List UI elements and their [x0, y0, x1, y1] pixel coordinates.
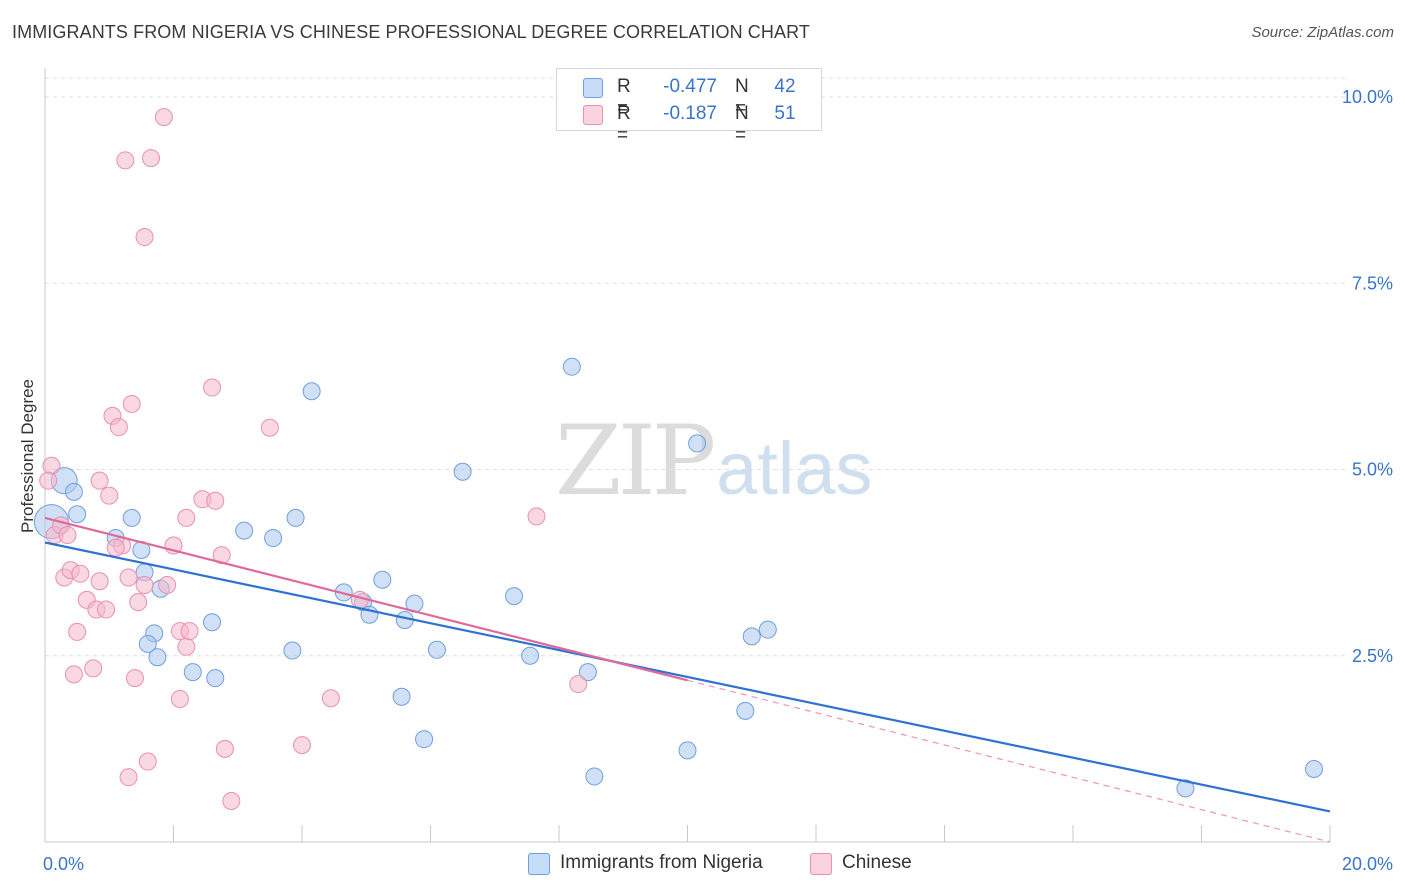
chinese-point	[215, 739, 234, 758]
chinese-point	[142, 149, 161, 168]
nigeria-point	[736, 701, 755, 720]
chinese-point	[90, 572, 109, 591]
watermark: ZIPatlas	[555, 405, 873, 517]
nigeria-point	[585, 767, 604, 786]
nigeria-point	[453, 462, 472, 481]
nigeria-point	[415, 730, 434, 749]
nigeria-point	[203, 613, 222, 632]
bottom-legend-label-nigeria: Immigrants from Nigeria	[560, 852, 763, 873]
nigeria-point	[678, 741, 697, 760]
nigeria-point	[68, 505, 87, 524]
y-tick-label: 7.5%	[1352, 273, 1393, 293]
chinese-point	[177, 508, 196, 527]
nigeria-point	[505, 587, 524, 606]
chinese-point	[138, 752, 157, 771]
chinese-point	[135, 228, 154, 247]
chinese-point	[100, 486, 119, 505]
correlation-legend: R = -0.477 N = 42 R = -0.187 N = 51	[556, 68, 822, 146]
chinese-point	[42, 456, 61, 475]
chinese-point	[180, 622, 199, 641]
nigeria-point	[427, 640, 446, 659]
nigeria-point	[283, 641, 302, 660]
chinese-point	[527, 507, 546, 526]
y-tick-label: 5.0%	[1352, 460, 1393, 480]
chart-title: IMMIGRANTS FROM NIGERIA VS CHINESE PROFE…	[12, 22, 810, 42]
chinese-point	[206, 491, 225, 510]
y-tick-label: 2.5%	[1352, 646, 1393, 666]
chinese-point	[106, 538, 125, 557]
nigeria-point	[578, 663, 597, 682]
chinese-point	[58, 526, 77, 545]
nigeria-trend-line	[44, 541, 1331, 813]
chinese-point	[97, 600, 116, 619]
legend-swatch-chinese	[583, 105, 603, 125]
nigeria-point	[286, 508, 305, 527]
chinese-point	[90, 471, 109, 490]
nigeria-point	[742, 627, 761, 646]
chinese-point	[154, 108, 173, 127]
legend-r-label: R =	[617, 76, 631, 119]
chinese-point	[260, 418, 279, 437]
nigeria-point	[1176, 779, 1195, 798]
chinese-point	[64, 665, 83, 684]
chinese-point	[84, 659, 103, 678]
bottom-legend-swatch-nigeria	[528, 853, 550, 875]
nigeria-point	[122, 508, 141, 527]
chinese-point	[109, 418, 128, 437]
x-tick-label: 20.0%	[1342, 854, 1393, 874]
nigeria-point	[302, 382, 321, 401]
chinese-point	[203, 378, 222, 397]
nigeria-point	[183, 663, 202, 682]
chinese-point	[222, 792, 241, 811]
nigeria-point	[264, 529, 283, 548]
legend-n-label: N =	[735, 103, 749, 146]
chinese-point	[170, 689, 189, 708]
chinese-point	[321, 689, 340, 708]
nigeria-point	[373, 570, 392, 589]
x-tick-label: 0.0%	[43, 854, 84, 874]
chinese-trend-extension	[687, 679, 1331, 843]
legend-swatch-nigeria	[583, 78, 603, 98]
nigeria-point	[235, 521, 254, 540]
nigeria-point	[562, 357, 581, 376]
bottom-legend-swatch-chinese	[810, 853, 832, 875]
legend-r-value: -0.187	[663, 103, 717, 124]
chinese-point	[158, 575, 177, 594]
legend-n-value: 42	[774, 76, 796, 97]
chinese-point	[68, 622, 87, 641]
chinese-point	[119, 568, 138, 587]
chinese-point	[71, 564, 90, 583]
chinese-point	[116, 151, 135, 170]
legend-r-value: -0.477	[663, 76, 717, 97]
chinese-trend-line	[44, 516, 688, 682]
nigeria-point	[758, 620, 777, 639]
chinese-point	[122, 394, 141, 413]
nigeria-point	[688, 434, 707, 453]
chinese-point	[129, 593, 148, 612]
legend-n-value: 51	[774, 103, 796, 124]
y-axis-label: Professional Degree	[18, 378, 37, 534]
nigeria-point	[148, 648, 167, 667]
nigeria-point	[64, 482, 83, 501]
nigeria-point	[521, 646, 540, 665]
chinese-point	[39, 471, 58, 490]
legend-r-label: R =	[617, 103, 631, 146]
source-label: Source: ZipAtlas.com	[1251, 24, 1394, 41]
nigeria-point	[1304, 759, 1323, 778]
bottom-legend-label-chinese: Chinese	[842, 852, 912, 873]
chinese-point	[119, 768, 138, 787]
y-tick-label: 10.0%	[1342, 87, 1393, 107]
legend-n-label: N =	[735, 76, 749, 119]
chinese-point	[569, 675, 588, 694]
chinese-point	[125, 669, 144, 688]
watermark-zip: ZIP	[555, 405, 716, 517]
nigeria-point	[206, 669, 225, 688]
chinese-point	[293, 736, 311, 755]
nigeria-point	[392, 687, 411, 706]
chinese-point	[177, 637, 196, 656]
watermark-atlas: atlas	[716, 427, 873, 510]
nigeria-point	[138, 634, 157, 653]
chinese-point	[135, 575, 154, 594]
